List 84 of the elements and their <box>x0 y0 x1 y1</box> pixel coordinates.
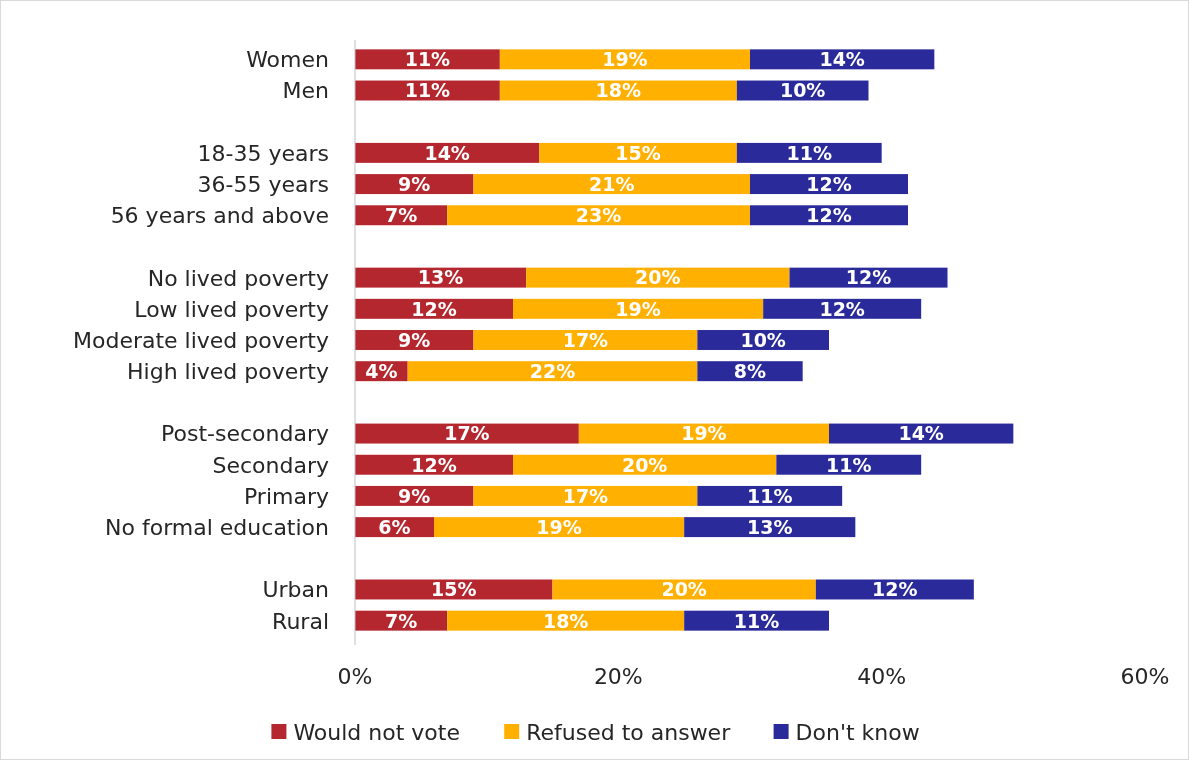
legend-label: Would not vote <box>293 719 461 745</box>
legend-label: Don't know <box>795 719 920 745</box>
data-label: 10% <box>740 328 786 351</box>
bar <box>355 423 579 444</box>
y-tick-label: Men <box>282 78 329 104</box>
data-label: 14% <box>819 48 865 71</box>
data-label: 4% <box>365 360 398 383</box>
data-label: 19% <box>602 48 648 71</box>
data-label: 12% <box>845 266 892 289</box>
data-label: 20% <box>635 266 681 289</box>
data-label: 9% <box>398 328 431 351</box>
y-tick-label: Primary <box>243 483 329 509</box>
data-label: 19% <box>536 515 582 538</box>
x-tick-label: 40% <box>857 664 907 689</box>
bar <box>539 142 737 163</box>
y-tick-label: Low lived poverty <box>134 296 329 322</box>
bar <box>513 454 777 475</box>
y-tick-label: Moderate lived poverty <box>72 327 329 353</box>
y-tick-label: 18-35 years <box>197 140 329 166</box>
data-label: 19% <box>681 422 727 445</box>
y-tick-label: 36-55 years <box>197 171 329 197</box>
bar <box>473 174 750 195</box>
y-tick-label: High lived poverty <box>127 359 329 385</box>
data-label: 14% <box>424 141 470 164</box>
y-tick-label: No formal education <box>105 515 329 541</box>
data-label: 20% <box>621 453 668 476</box>
y-tick-label: No lived poverty <box>147 265 329 291</box>
x-tick-label: 0% <box>337 664 373 689</box>
bar <box>513 298 764 319</box>
data-label: 14% <box>898 422 944 445</box>
bar <box>447 205 750 226</box>
y-tick-label: Secondary <box>212 452 329 478</box>
data-label: 17% <box>562 484 609 507</box>
data-label: 17% <box>562 328 609 351</box>
data-label: 13% <box>417 266 464 289</box>
data-label: 7% <box>384 204 418 227</box>
data-label: 11% <box>404 48 451 71</box>
y-tick-label: Women <box>246 47 329 73</box>
data-label: 12% <box>411 453 457 476</box>
x-tick-label: 60% <box>1120 664 1170 689</box>
data-label: 6% <box>378 515 411 538</box>
y-tick-label: 56 years and above <box>110 203 329 229</box>
data-label: 12% <box>872 578 918 601</box>
data-label: 9% <box>398 172 431 195</box>
bar <box>499 49 750 70</box>
data-label: 11% <box>733 609 780 632</box>
x-tick-label: 20% <box>593 664 643 689</box>
data-label: 23% <box>575 204 622 227</box>
data-label: 18% <box>595 79 642 102</box>
data-label: 19% <box>615 297 661 320</box>
data-label: 8% <box>733 360 767 383</box>
bar <box>829 423 1014 444</box>
bar <box>684 517 856 538</box>
data-label: 11% <box>826 453 872 476</box>
bar <box>447 610 685 631</box>
data-label: 13% <box>747 515 793 538</box>
data-label: 18% <box>542 609 589 632</box>
bar <box>750 49 935 70</box>
bar <box>434 517 685 538</box>
data-label: 21% <box>589 172 635 195</box>
data-label: 15% <box>431 578 477 601</box>
data-label: 15% <box>615 141 661 164</box>
legend-label: Refused to answer <box>526 719 732 745</box>
data-label: 12% <box>819 297 865 320</box>
data-label: 12% <box>411 297 457 320</box>
data-label: 11% <box>404 79 451 102</box>
data-label: 9% <box>398 484 431 507</box>
data-label: 20% <box>661 578 707 601</box>
y-tick-label: Post-secondary <box>161 421 329 447</box>
data-label: 7% <box>384 609 418 632</box>
data-label: 22% <box>529 360 576 383</box>
data-label: 10% <box>779 79 826 102</box>
bar <box>526 267 790 288</box>
data-label: 12% <box>806 204 852 227</box>
bar <box>473 485 698 506</box>
y-tick-label: Rural <box>272 608 329 634</box>
bar <box>578 423 829 444</box>
bar <box>473 330 698 350</box>
data-label: 17% <box>444 422 490 445</box>
data-label: 12% <box>806 172 852 195</box>
bar <box>407 361 698 382</box>
y-tick-label: Urban <box>262 577 329 603</box>
data-label: 11% <box>747 484 793 507</box>
data-label: 11% <box>786 141 832 164</box>
